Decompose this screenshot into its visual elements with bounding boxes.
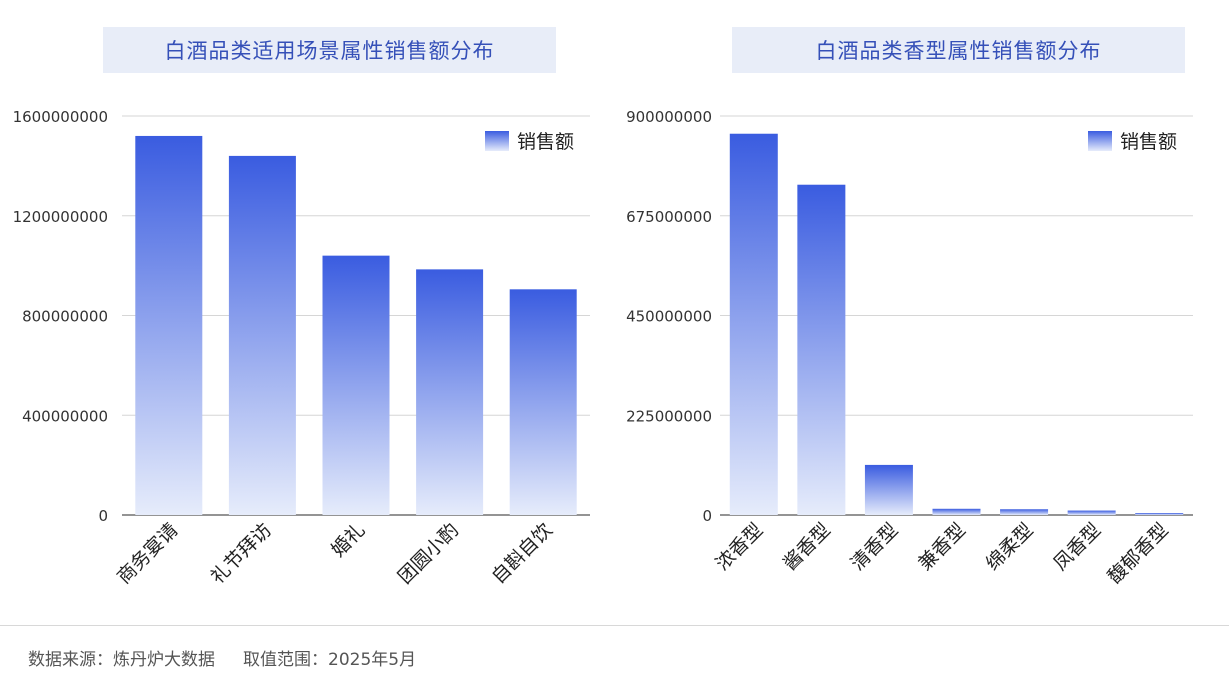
x-tick-label: 绵柔型 — [982, 519, 1038, 575]
bar-绵柔型 — [1000, 509, 1049, 515]
y-tick-label: 400000000 — [22, 407, 108, 425]
bar-清香型 — [864, 464, 913, 515]
x-tick-label: 礼节拜访 — [207, 519, 276, 588]
x-tick-label: 团圆小酌 — [394, 519, 463, 588]
legend-swatch — [1088, 131, 1112, 151]
x-tick-label: 婚礼 — [327, 519, 369, 561]
x-tick-label: 凤香型 — [1049, 519, 1105, 575]
chart-title-aroma: 白酒品类香型属性销售额分布 — [732, 27, 1185, 73]
x-tick-label: 兼香型 — [914, 519, 970, 575]
y-tick-label: 900000000 — [626, 108, 712, 126]
chart-title-scene: 白酒品类适用场景属性销售额分布 — [103, 27, 556, 73]
y-tick-label: 675000000 — [626, 208, 712, 226]
footer-source: 数据来源：炼丹炉大数据 — [28, 650, 215, 670]
bar-凤香型 — [1067, 510, 1116, 515]
legend-label: 销售额 — [1120, 131, 1177, 153]
bar-浓香型 — [729, 133, 778, 515]
legend-label: 销售额 — [517, 131, 574, 153]
bar-婚礼 — [322, 255, 390, 515]
x-tick-label: 酱香型 — [779, 519, 835, 575]
x-tick-label: 自斟自饮 — [487, 519, 556, 588]
x-tick-label: 商务宴请 — [112, 518, 182, 588]
x-tick-label: 浓香型 — [711, 519, 767, 575]
bar-商务宴请 — [135, 135, 203, 515]
y-tick-label: 1600000000 — [13, 108, 108, 126]
bar-馥郁香型 — [1135, 513, 1184, 515]
footer-range: 取值范围：2025年5月 — [243, 650, 417, 670]
bar-团圆小酌 — [416, 269, 484, 515]
y-tick-label: 0 — [98, 507, 108, 525]
bar-酱香型 — [797, 184, 846, 515]
y-tick-label: 0 — [702, 507, 712, 525]
y-tick-label: 450000000 — [626, 308, 712, 326]
bar-礼节拜访 — [228, 155, 296, 515]
y-tick-label: 1200000000 — [13, 208, 108, 226]
footer: 数据来源：炼丹炉大数据 取值范围：2025年5月 — [28, 645, 444, 670]
bar-兼香型 — [932, 508, 981, 515]
footer-divider — [0, 625, 1229, 626]
y-tick-label: 225000000 — [626, 407, 712, 425]
y-tick-label: 800000000 — [22, 308, 108, 326]
legend-swatch — [485, 131, 509, 151]
bar-自斟自饮 — [509, 289, 577, 515]
x-tick-label: 清香型 — [847, 519, 903, 575]
x-tick-label: 馥郁香型 — [1103, 519, 1172, 588]
